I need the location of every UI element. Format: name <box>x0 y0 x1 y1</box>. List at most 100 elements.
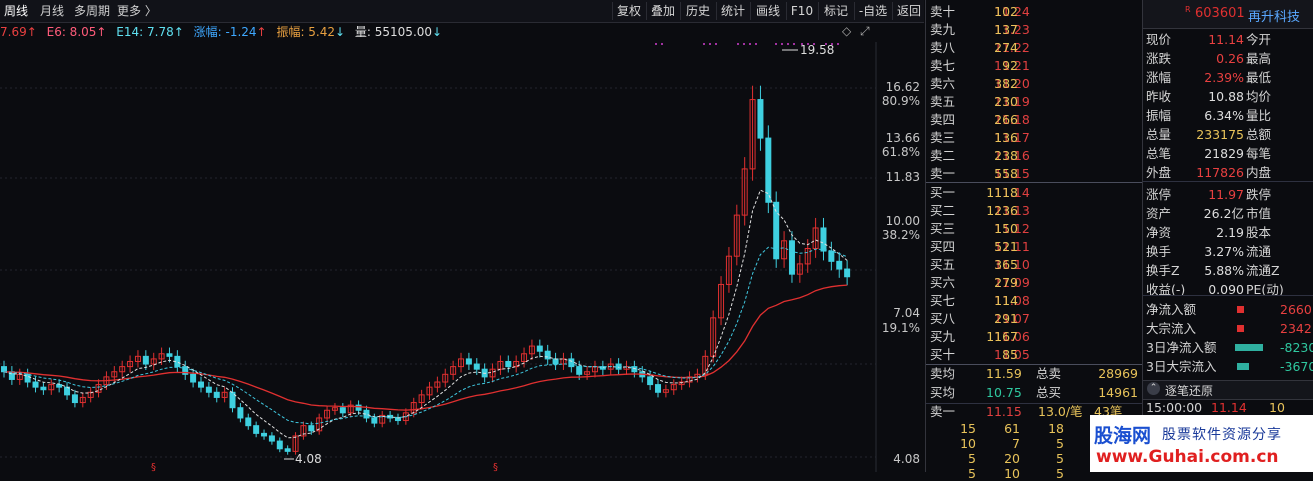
flow-value: 2342 <box>1280 321 1312 336</box>
ask-row[interactable]: 卖九 11.23 137 <box>926 20 1142 39</box>
bid-row[interactable]: 买六 11.09 279 <box>926 273 1142 292</box>
axis-pct: 19.1% <box>881 321 920 335</box>
flow-bar <box>1237 325 1244 332</box>
kline-chart[interactable]: 19.58 4.08 § § <box>0 42 924 472</box>
svg-text:§: § <box>493 462 498 472</box>
ask-volume: 274 <box>994 40 1018 55</box>
ask-row[interactable]: 卖八 11.22 274 <box>926 38 1142 57</box>
candles <box>1 85 851 455</box>
trade-header[interactable]: ⌃ 逐笔还原 <box>1143 380 1313 400</box>
quote-label-2: 跌停 <box>1246 187 1272 202</box>
diamond-icon[interactable]: ◇ <box>842 24 852 38</box>
ask-volume: 382 <box>994 76 1018 91</box>
bid-row[interactable]: 买一 11.14 1118 <box>926 183 1142 202</box>
avg-ask-price: 11.59 <box>986 366 1022 381</box>
queue-cell: 5 <box>968 466 976 481</box>
quote-label-2: 总额 <box>1246 127 1272 142</box>
fuquan-button[interactable]: 复权 <box>612 2 645 20</box>
ask-row[interactable]: 卖三 11.17 136 <box>926 128 1142 147</box>
flow-row: 3日大宗流入 -3670 <box>1143 357 1313 376</box>
bid-row[interactable]: 买五 11.10 365 <box>926 255 1142 274</box>
ask-volume: 137 <box>994 22 1018 37</box>
quote-value: 3.27% <box>1204 244 1244 259</box>
bid-row[interactable]: 买九 11.06 1167 <box>926 327 1142 346</box>
quote-value: 10.88 <box>1208 89 1244 104</box>
quote-row: 昨收 10.88 均价 <box>1143 87 1313 106</box>
bid-label: 买七 <box>930 293 956 308</box>
bid-row[interactable]: 买七 11.08 114 <box>926 291 1142 310</box>
trade-header-label: 逐笔还原 <box>1165 384 1214 398</box>
quote-label-2: 股本 <box>1246 225 1272 240</box>
overlay-button[interactable]: 叠加 <box>646 2 679 20</box>
history-button[interactable]: 历史 <box>680 2 715 20</box>
quote-label-2: 流通Z <box>1246 263 1280 278</box>
bid-price: 11.10 <box>994 257 1030 272</box>
e14-value: E14: 7.78 <box>116 25 174 39</box>
flow-bar <box>1237 306 1244 313</box>
arrow-up-icon: ↑ <box>256 25 267 39</box>
ask-row[interactable]: 卖一 11.15 558 <box>926 164 1142 183</box>
ask-label: 卖二 <box>930 148 956 163</box>
bid-row[interactable]: 买二 11.13 1236 <box>926 201 1142 220</box>
watermark: 股海网 股票软件资源分享 www.Guhai.com.cn <box>1090 415 1313 472</box>
axis-price: 7.04 <box>893 306 920 320</box>
ask-row[interactable]: 卖六 11.20 382 <box>926 74 1142 93</box>
bid-row[interactable]: 买四 11.11 521 <box>926 237 1142 256</box>
total-ask-label: 总卖 <box>1036 366 1062 381</box>
quote-label: 现价 <box>1146 32 1172 47</box>
flow-row: 净流入额 2660 <box>1143 300 1313 319</box>
bid-label: 买三 <box>930 221 956 236</box>
tick-price: 11.15 <box>986 404 1022 419</box>
volume-value: 量: 55105.00 <box>354 25 433 39</box>
ask-price: 11.20 <box>994 76 1030 91</box>
tab-more[interactable]: 更多 〉 <box>117 4 157 18</box>
axis-pct: 38.2% <box>881 228 920 242</box>
ask-row[interactable]: 卖二 11.16 238 <box>926 146 1142 165</box>
axis-price: 10.00 <box>885 214 920 228</box>
bid-row[interactable]: 买八 11.07 291 <box>926 309 1142 328</box>
expand-icon[interactable]: ⤢ <box>860 24 870 38</box>
svg-text:§: § <box>151 462 156 472</box>
tick-row: 卖一 11.15 13.0/笔 43笔 <box>926 402 1142 421</box>
statistics-button[interactable]: 统计 <box>716 2 749 20</box>
quote-label-2: 流通 <box>1246 244 1272 259</box>
quote-label: 净资 <box>1146 225 1172 240</box>
mark-button[interactable]: 标记 <box>818 2 853 20</box>
quote-row: 总笔 21829 每笔 <box>1143 144 1313 163</box>
ask-row[interactable]: 卖十 11.24 102 <box>926 2 1142 21</box>
ask-row[interactable]: 卖五 11.19 230 <box>926 92 1142 111</box>
divider <box>926 403 1142 404</box>
bid-price: 11.13 <box>994 203 1030 218</box>
quote-row: 振幅 6.34% 量比 <box>1143 106 1313 125</box>
bid-row[interactable]: 买十 11.05 85 <box>926 345 1142 364</box>
total-bid-label: 总买 <box>1036 385 1062 400</box>
quote-row: 外盘 117826 内盘 <box>1143 163 1313 182</box>
amplitude-value: 振幅: 5.42 <box>276 25 336 39</box>
stock-name[interactable]: 再升科技 <box>1248 10 1301 25</box>
tab-multi-period[interactable]: 多周期 <box>74 4 111 18</box>
ask-row[interactable]: 卖七 11.21 92 <box>926 56 1142 75</box>
quote-label-2: PE(动) <box>1246 282 1284 297</box>
back-button[interactable]: 返回 <box>892 2 925 20</box>
ma-line <box>3 284 848 411</box>
quote-label: 振幅 <box>1146 108 1172 123</box>
draw-line-button[interactable]: 画线 <box>750 2 785 20</box>
axis-pct: 80.9% <box>881 94 920 108</box>
ask-row[interactable]: 卖四 11.18 266 <box>926 110 1142 129</box>
divider <box>1143 295 1313 296</box>
ask-price: 11.15 <box>994 166 1030 181</box>
quote-header: R 603601 再升科技 <box>1143 0 1313 29</box>
quote-label-2: 最低 <box>1246 70 1272 85</box>
bid-label: 买十 <box>930 347 956 362</box>
ask-volume: 230 <box>994 94 1018 109</box>
quote-value: 11.14 <box>1208 32 1244 47</box>
tab-monthly[interactable]: 月线 <box>40 4 65 18</box>
queue-cell: 18 <box>1048 421 1064 436</box>
f10-button[interactable]: F10 <box>786 2 817 20</box>
remove-watchlist-button[interactable]: -自选 <box>854 2 891 20</box>
order-book: 卖十 11.24 102 卖九 11.23 137 卖八 11.22 274 卖七 11.21 92 卖… <box>925 0 1142 481</box>
collapse-icon[interactable]: ⌃ <box>1147 382 1160 395</box>
quote-value: 2.19 <box>1216 225 1244 240</box>
tab-weekly[interactable]: 周线 <box>4 4 29 18</box>
bid-row[interactable]: 买三 11.12 150 <box>926 219 1142 238</box>
